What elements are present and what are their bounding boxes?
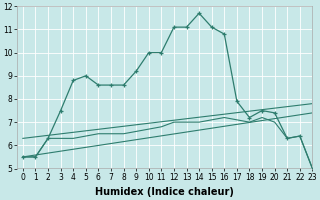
X-axis label: Humidex (Indice chaleur): Humidex (Indice chaleur)	[95, 187, 234, 197]
